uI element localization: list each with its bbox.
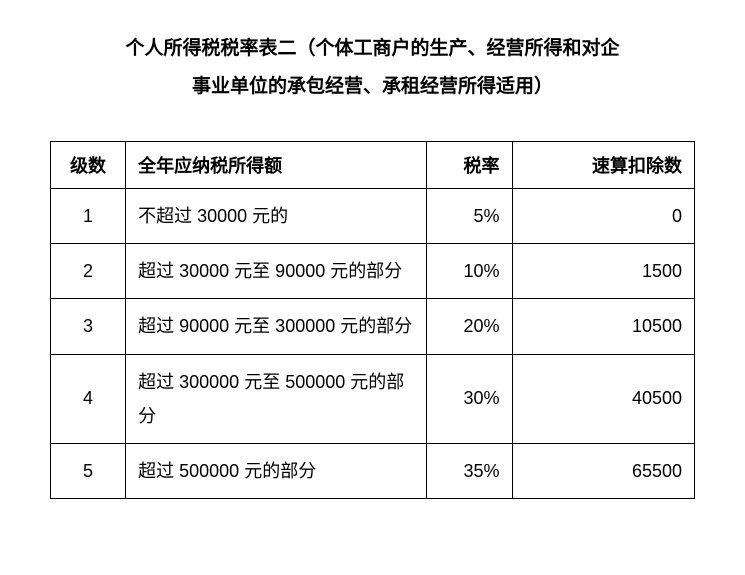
cell-income: 不超过 30000 元的 bbox=[126, 189, 427, 244]
table-row: 3 超过 90000 元至 300000 元的部分 20% 10500 bbox=[51, 299, 695, 354]
cell-income: 超过 90000 元至 300000 元的部分 bbox=[126, 299, 427, 354]
cell-income: 超过 500000 元的部分 bbox=[126, 443, 427, 498]
cell-deduct: 65500 bbox=[512, 443, 694, 498]
header-income: 全年应纳税所得额 bbox=[126, 142, 427, 189]
table-row: 2 超过 30000 元至 90000 元的部分 10% 1500 bbox=[51, 244, 695, 299]
cell-deduct: 10500 bbox=[512, 299, 694, 354]
header-level: 级数 bbox=[51, 142, 126, 189]
title-line-1: 个人所得税税率表二（个体工商户的生产、经营所得和对企 bbox=[50, 30, 695, 68]
cell-rate: 35% bbox=[426, 443, 512, 498]
cell-deduct: 1500 bbox=[512, 244, 694, 299]
cell-level: 1 bbox=[51, 189, 126, 244]
cell-income: 超过 30000 元至 90000 元的部分 bbox=[126, 244, 427, 299]
table-row: 1 不超过 30000 元的 5% 0 bbox=[51, 189, 695, 244]
header-deduct: 速算扣除数 bbox=[512, 142, 694, 189]
document-title: 个人所得税税率表二（个体工商户的生产、经营所得和对企 事业单位的承包经营、承租经… bbox=[50, 30, 695, 106]
cell-income: 超过 300000 元至 500000 元的部分 bbox=[126, 354, 427, 443]
tax-rate-table: 级数 全年应纳税所得额 税率 速算扣除数 1 不超过 30000 元的 5% 0… bbox=[50, 141, 695, 499]
title-line-2: 事业单位的承包经营、承租经营所得适用） bbox=[50, 68, 695, 106]
cell-rate: 30% bbox=[426, 354, 512, 443]
cell-level: 3 bbox=[51, 299, 126, 354]
table-header-row: 级数 全年应纳税所得额 税率 速算扣除数 bbox=[51, 142, 695, 189]
cell-rate: 5% bbox=[426, 189, 512, 244]
cell-level: 2 bbox=[51, 244, 126, 299]
cell-level: 4 bbox=[51, 354, 126, 443]
cell-level: 5 bbox=[51, 443, 126, 498]
cell-rate: 20% bbox=[426, 299, 512, 354]
cell-deduct: 40500 bbox=[512, 354, 694, 443]
table-row: 4 超过 300000 元至 500000 元的部分 30% 40500 bbox=[51, 354, 695, 443]
cell-deduct: 0 bbox=[512, 189, 694, 244]
header-rate: 税率 bbox=[426, 142, 512, 189]
cell-rate: 10% bbox=[426, 244, 512, 299]
table-row: 5 超过 500000 元的部分 35% 65500 bbox=[51, 443, 695, 498]
